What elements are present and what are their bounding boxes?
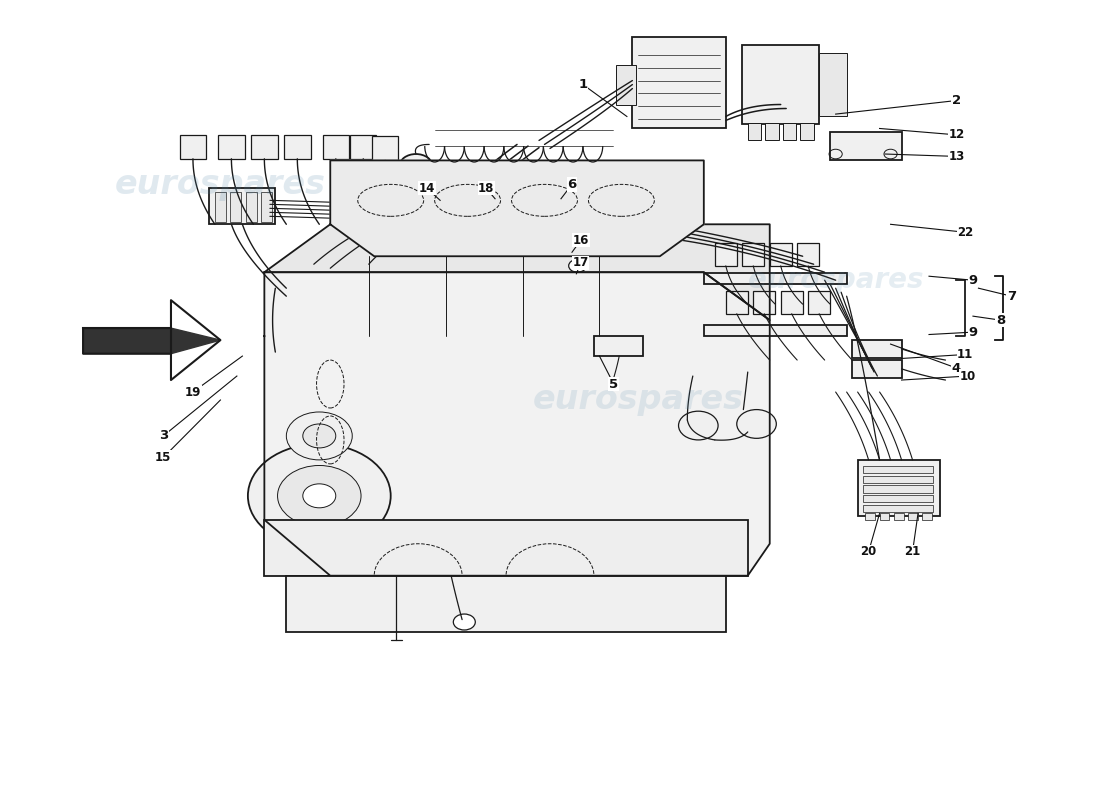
Bar [798, 243, 820, 266]
Bar [594, 336, 643, 356]
Circle shape [427, 189, 453, 208]
Text: 9: 9 [968, 326, 978, 338]
Text: eurospares: eurospares [748, 266, 923, 294]
Bar [820, 53, 847, 117]
Bar [550, 190, 583, 206]
Bar [209, 188, 275, 224]
Text: 19: 19 [185, 386, 201, 398]
Bar [858, 460, 940, 516]
Bar [284, 135, 310, 159]
Bar [866, 514, 876, 520]
Bar [616, 65, 636, 105]
Text: 18: 18 [478, 182, 495, 195]
Circle shape [453, 614, 475, 630]
Bar [852, 340, 902, 358]
Bar [830, 133, 902, 161]
Bar [726, 291, 748, 314]
Bar [742, 45, 820, 125]
Circle shape [562, 237, 582, 251]
Text: 21: 21 [904, 546, 921, 558]
Bar [322, 135, 349, 159]
Bar [783, 123, 796, 141]
Bar [766, 123, 779, 141]
Bar [286, 576, 726, 631]
Polygon shape [264, 272, 770, 576]
Bar [864, 505, 934, 512]
Text: 3: 3 [158, 430, 168, 442]
Text: 9: 9 [968, 274, 978, 286]
Bar [251, 135, 277, 159]
Text: 15: 15 [155, 451, 172, 464]
Circle shape [569, 259, 586, 272]
Bar [909, 514, 918, 520]
Circle shape [302, 484, 336, 508]
Bar [864, 466, 934, 474]
Bar [632, 37, 726, 129]
Polygon shape [84, 328, 220, 354]
Bar [715, 243, 737, 266]
Bar [261, 191, 272, 222]
Text: eurospares: eurospares [532, 383, 744, 417]
Bar [801, 123, 814, 141]
Bar [704, 325, 847, 336]
Circle shape [482, 189, 508, 208]
Bar [754, 291, 776, 314]
Bar [864, 486, 934, 493]
Text: 16: 16 [573, 234, 588, 246]
Bar [214, 191, 225, 222]
Circle shape [248, 444, 390, 548]
Text: 13: 13 [948, 150, 965, 163]
Polygon shape [84, 300, 220, 380]
Bar [808, 291, 830, 314]
Text: 14: 14 [419, 182, 436, 195]
Bar [179, 135, 206, 159]
Text: eurospares: eurospares [114, 168, 326, 201]
Bar [559, 235, 603, 250]
Text: 20: 20 [860, 546, 877, 558]
Polygon shape [264, 224, 770, 320]
Bar [218, 135, 244, 159]
Circle shape [399, 154, 432, 178]
Bar [350, 135, 376, 159]
Circle shape [679, 411, 718, 440]
Bar [852, 360, 902, 378]
Bar [894, 514, 904, 520]
Circle shape [302, 424, 336, 448]
Text: 2: 2 [952, 94, 961, 107]
Text: 8: 8 [996, 314, 1005, 326]
Text: 7: 7 [1006, 290, 1016, 302]
Text: 1: 1 [579, 78, 587, 91]
Text: 12: 12 [948, 128, 965, 142]
Circle shape [286, 412, 352, 460]
Bar [864, 476, 934, 483]
Bar [880, 514, 890, 520]
Text: 17: 17 [573, 256, 588, 269]
Circle shape [737, 410, 777, 438]
Text: 6: 6 [568, 178, 576, 191]
Bar [230, 191, 241, 222]
Bar [770, 243, 792, 266]
Circle shape [277, 466, 361, 526]
Text: 22: 22 [957, 226, 974, 238]
Text: 10: 10 [959, 370, 976, 382]
Bar [781, 291, 803, 314]
Text: 4: 4 [952, 362, 961, 374]
Bar [742, 243, 764, 266]
Bar [923, 514, 933, 520]
Bar [245, 191, 256, 222]
Polygon shape [330, 161, 704, 256]
Bar [264, 520, 748, 576]
Bar [748, 123, 761, 141]
Bar [864, 495, 934, 502]
Text: 11: 11 [957, 348, 974, 361]
Text: 5: 5 [609, 378, 618, 390]
Bar [704, 273, 847, 284]
Bar [372, 137, 398, 161]
